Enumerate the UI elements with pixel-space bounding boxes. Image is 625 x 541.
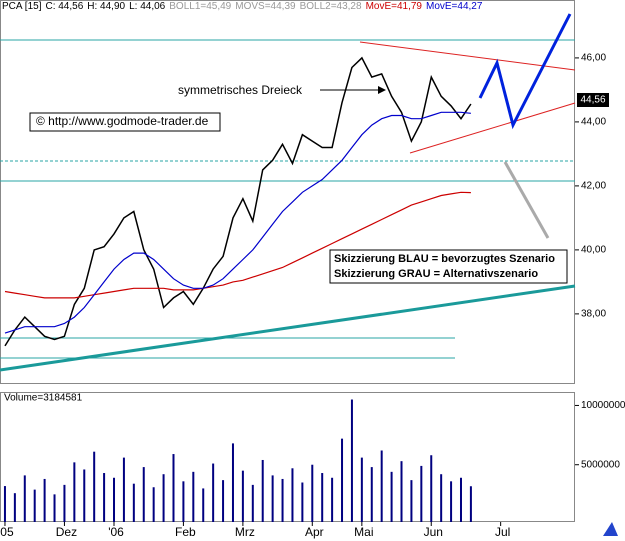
header-item: MovE=41,79 (365, 1, 422, 12)
volume-bar (410, 480, 413, 522)
volume-bar (43, 478, 46, 522)
last-price: 44,56 (580, 95, 605, 106)
triangle-line (409, 102, 576, 154)
volume-bar (311, 464, 314, 522)
series-line (4, 56, 472, 347)
volume-bar (222, 480, 225, 522)
series-line (4, 111, 471, 334)
volume-bar (440, 474, 443, 522)
volume-bar (132, 483, 135, 522)
header-item: PCA [15] (2, 1, 42, 12)
x-tick-label: 05 (0, 525, 14, 539)
y-tick-label: 40,00 (581, 245, 606, 256)
triangle-line (359, 41, 576, 71)
volume-bar (142, 467, 145, 522)
volume-bar (291, 468, 294, 522)
volume-bar (380, 450, 383, 522)
volume-bar (390, 471, 393, 522)
volume-bar (341, 438, 344, 522)
y-tick-label: 42,00 (581, 181, 606, 192)
volume-bar (13, 493, 16, 522)
volume-bar (83, 469, 86, 522)
x-tick-label: Mrz (235, 525, 255, 539)
copyright-box (29, 112, 221, 132)
volume-bar (212, 463, 215, 522)
volume-bar (103, 473, 106, 522)
x-tick-label: Jun (424, 525, 443, 539)
header-item: BOLL1=45,49 (169, 1, 232, 12)
scenario-gray (503, 161, 550, 239)
volume-bar (23, 475, 26, 522)
note-box (329, 249, 568, 284)
volume-bar (152, 487, 155, 522)
volume-bar (321, 473, 324, 522)
volume-bar (172, 454, 175, 522)
header-item: BOLL2=43,28 (299, 1, 362, 12)
volume-bar (241, 470, 244, 522)
volume-bar (63, 484, 66, 522)
volume-bar (469, 486, 472, 522)
volume-bar (331, 477, 334, 522)
volume-title: Volume=3184581 (4, 393, 83, 404)
x-tick-label: Dez (56, 525, 77, 539)
note: Skizzierung BLAU = bevorzugtes Szenario (334, 253, 555, 265)
y-tick-label: 38,00 (581, 309, 606, 320)
x-tick-label: Mai (354, 525, 373, 539)
volume-bar (93, 451, 96, 522)
last-price-tag (577, 93, 609, 107)
series-line (4, 191, 471, 299)
volume-bar (231, 443, 234, 522)
scenario-blue (478, 13, 572, 130)
header-item: MOVS=44,39 (235, 1, 296, 12)
volume-bar (271, 475, 274, 522)
volume-bar (459, 477, 462, 522)
copyright: © http://www.godmode-trader.de (36, 114, 209, 128)
x-tick-label: Apr (305, 525, 324, 539)
volume-bar (3, 486, 6, 522)
x-tick-label: '06 (108, 525, 124, 539)
volume-bar (162, 474, 165, 522)
volume-bar (73, 462, 76, 522)
volume-bar (420, 465, 423, 522)
header-item: L: 44,06 (129, 1, 166, 12)
header-item: MovE=44,27 (426, 1, 483, 12)
volume-bar (122, 457, 125, 522)
volume-bar (301, 482, 304, 522)
volume-bar (370, 467, 373, 522)
note: Skizzierung GRAU = Alternativszenario (334, 268, 538, 280)
volume-bar (450, 481, 453, 522)
volume-bar (182, 481, 185, 522)
volume-frame (0, 392, 575, 522)
x-tick-label: Feb (175, 525, 196, 539)
volume-bar (251, 484, 254, 522)
annotation: symmetrisches Dreieck (178, 83, 303, 97)
trend-line (0, 284, 576, 372)
logo (603, 522, 618, 536)
volume-bar (53, 494, 56, 522)
y-tick-label: 46,00 (581, 53, 606, 64)
volume-bar (350, 399, 353, 522)
y-tick-label: 44,00 (581, 117, 606, 128)
volume-bar (202, 488, 205, 522)
volume-bar (281, 478, 284, 522)
header-item: C: 44,56 (45, 1, 84, 12)
volume-bar (360, 457, 363, 522)
header-item: H: 44,90 (87, 1, 126, 12)
volume-bar (400, 461, 403, 522)
x-tick-label: Jul (495, 525, 510, 539)
volume-bar (261, 459, 264, 522)
volume-bar (33, 489, 36, 522)
volume-tick-label: 10000000 (581, 400, 625, 411)
volume-bar (430, 455, 433, 522)
price-frame (0, 0, 575, 384)
arrow-head (378, 86, 386, 94)
volume-bar (113, 477, 116, 522)
header: PCA [15] C: 44,56 H: 44,90 L: 44,06 BOLL1=45… (2, 1, 487, 12)
volume-bar (192, 471, 195, 522)
volume-tick-label: 5000000 (581, 459, 620, 470)
